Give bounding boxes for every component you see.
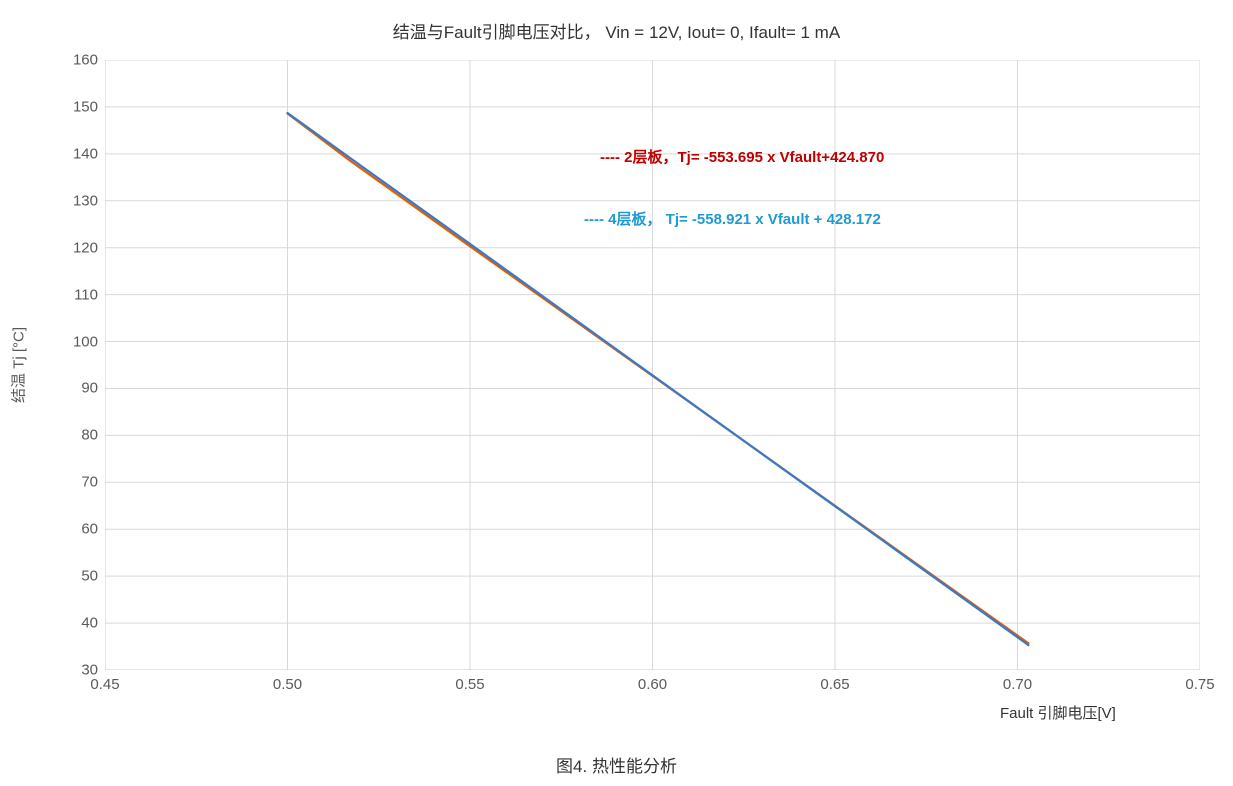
y-tick-label: 160 <box>38 52 98 69</box>
y-tick-label: 120 <box>38 239 98 256</box>
y-tick-label: 40 <box>38 615 98 632</box>
figure-caption: 图4. 热性能分析 <box>0 752 1233 777</box>
x-tick-label: 0.75 <box>1185 676 1214 693</box>
legend-entry: ---- 2层板，Tj= -553.695 x Vfault+424.870 <box>600 146 884 167</box>
x-tick-label: 0.70 <box>1003 676 1032 693</box>
x-tick-label: 0.45 <box>90 676 119 693</box>
series-4layer <box>288 113 1029 645</box>
y-tick-label: 30 <box>38 662 98 679</box>
x-tick-label: 0.65 <box>820 676 849 693</box>
y-tick-label: 130 <box>38 192 98 209</box>
y-tick-label: 90 <box>38 380 98 397</box>
legend-entry: ---- 4层板， Tj= -558.921 x Vfault + 428.17… <box>584 208 881 229</box>
y-tick-label: 150 <box>38 98 98 115</box>
y-tick-label: 60 <box>38 521 98 538</box>
figure: 结温与Fault引脚电压对比， Vin = 12V, Iout= 0, Ifau… <box>0 0 1233 786</box>
y-tick-label: 110 <box>38 286 98 303</box>
x-axis-label: Fault 引脚电压[V] <box>1000 702 1116 723</box>
y-tick-label: 100 <box>38 333 98 350</box>
y-tick-label: 140 <box>38 145 98 162</box>
x-tick-label: 0.55 <box>455 676 484 693</box>
chart-title: 结温与Fault引脚电压对比， Vin = 12V, Iout= 0, Ifau… <box>0 18 1233 43</box>
y-axis-label: 结温 Tj [°C] <box>8 327 29 403</box>
x-tick-label: 0.50 <box>273 676 302 693</box>
x-tick-label: 0.60 <box>638 676 667 693</box>
y-tick-label: 70 <box>38 474 98 491</box>
y-tick-label: 80 <box>38 427 98 444</box>
y-tick-label: 50 <box>38 568 98 585</box>
